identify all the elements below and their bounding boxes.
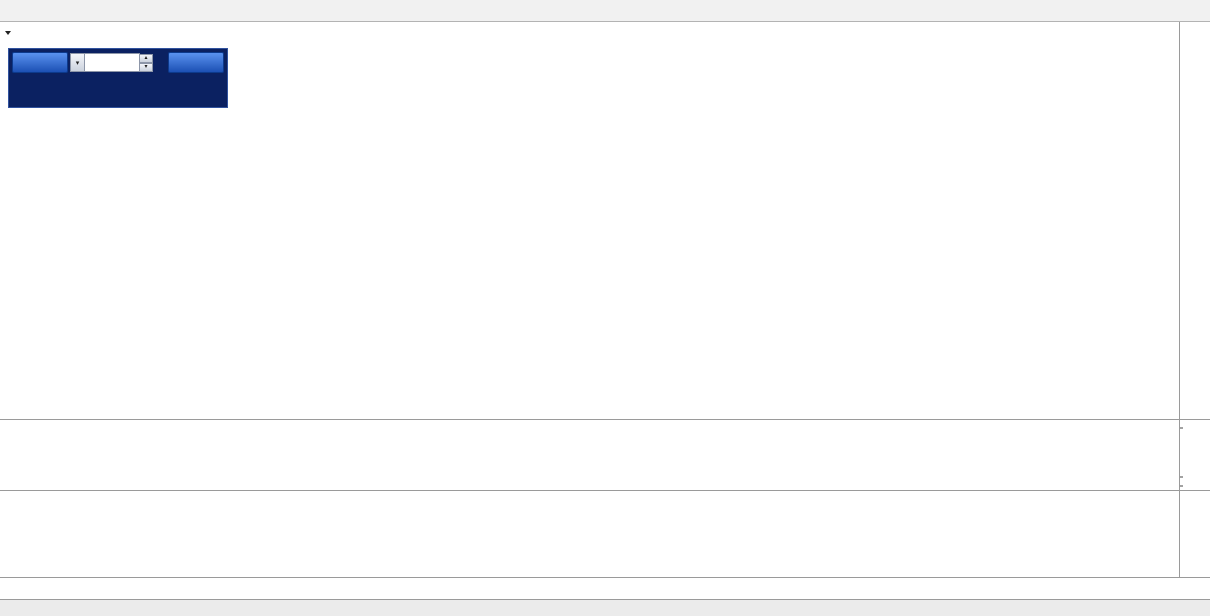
chart-symbol-icon xyxy=(5,31,11,35)
buy-button[interactable] xyxy=(168,52,224,73)
volume-input[interactable] xyxy=(85,53,140,72)
one-click-trading-panel: ▾ ▴ ▾ xyxy=(8,48,228,108)
sell-button[interactable] xyxy=(12,52,68,73)
volume-increase-button[interactable]: ▴ xyxy=(140,53,153,63)
chart-area: ▾ ▴ ▾ xyxy=(0,22,1210,599)
price-chart[interactable] xyxy=(0,22,1210,599)
chevron-down-icon: ▾ xyxy=(75,59,80,67)
volume-dropdown-button[interactable]: ▾ xyxy=(70,53,85,72)
chart-background xyxy=(0,22,1210,599)
volume-decrease-button[interactable]: ▾ xyxy=(140,62,153,72)
chart-tab-bar xyxy=(0,599,1210,616)
timeframe-toolbar xyxy=(0,0,1210,22)
volume-control: ▾ ▴ ▾ xyxy=(70,53,166,72)
